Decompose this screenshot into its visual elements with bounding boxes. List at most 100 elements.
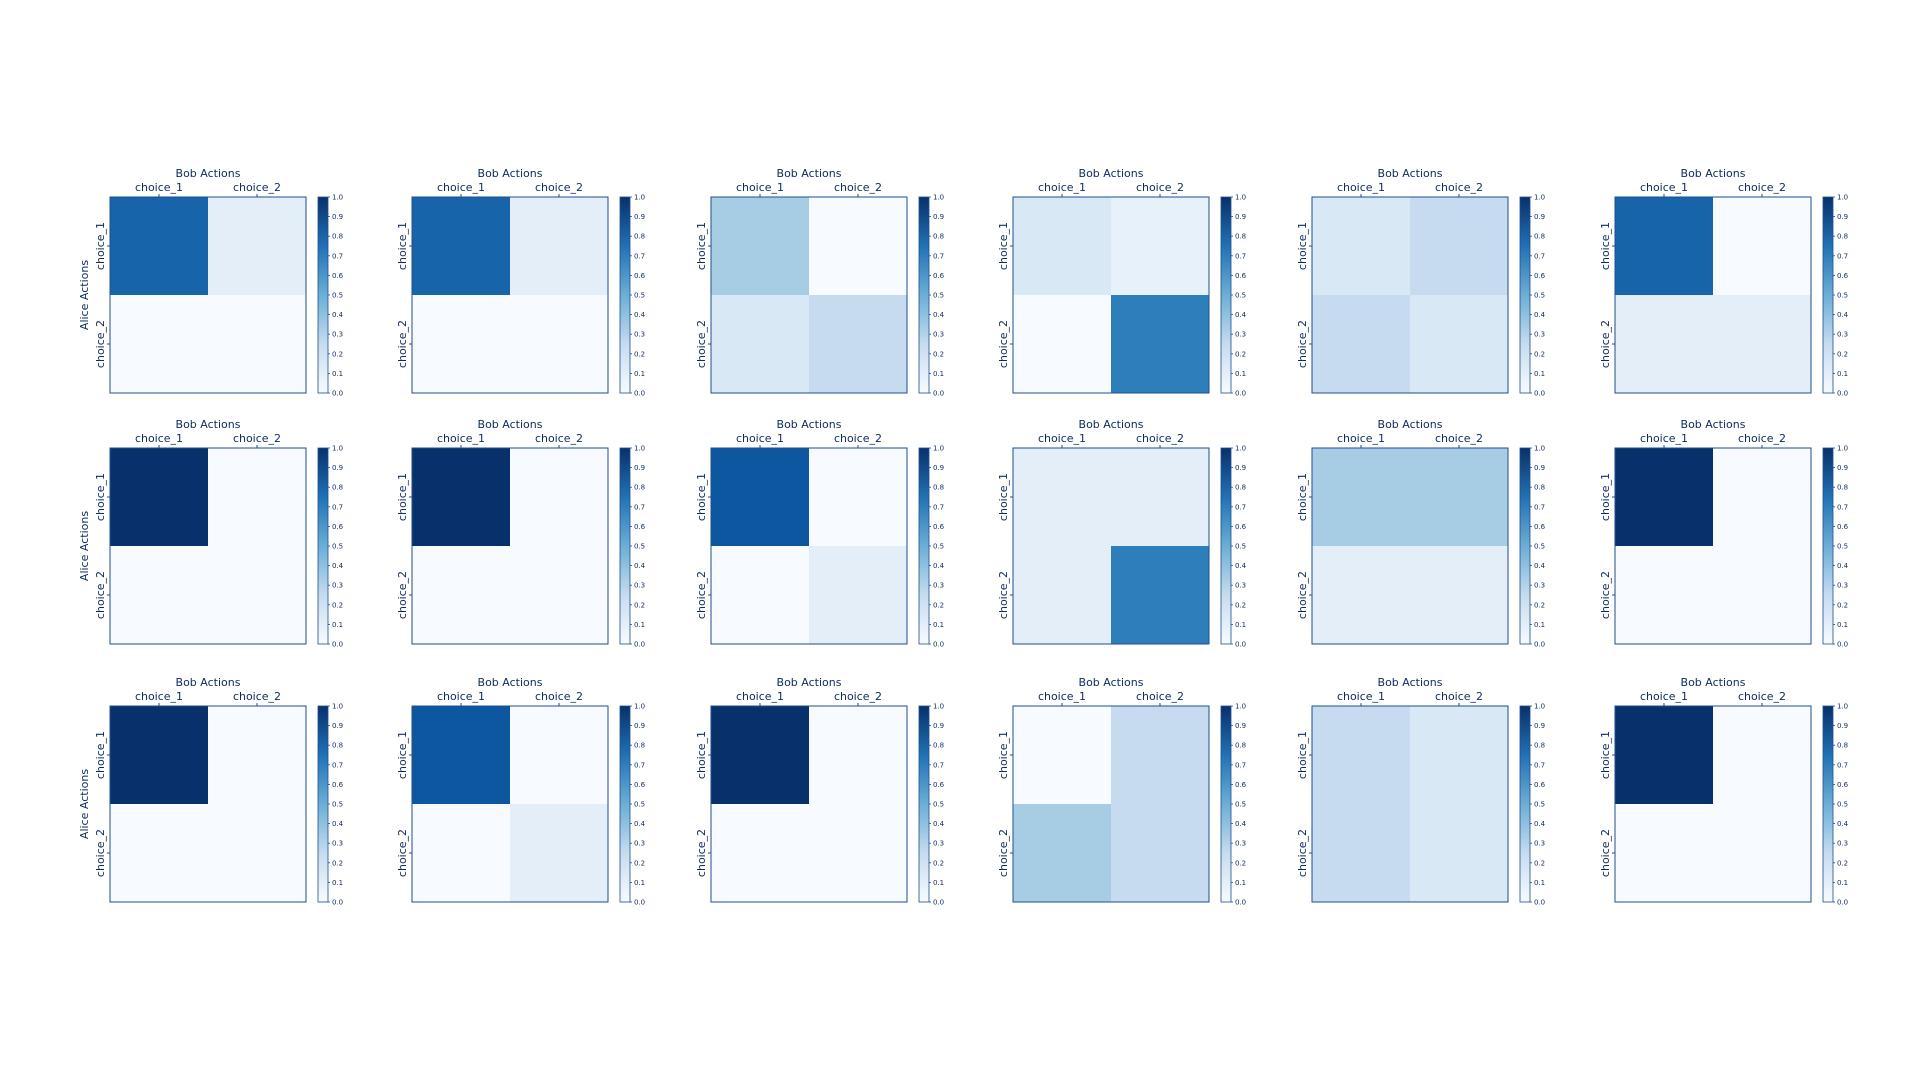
heatmap-cell-r1-c1: [1615, 706, 1713, 804]
colorbar-tick-label: 0.7: [634, 761, 645, 769]
colorbar-tick-label: 0.7: [1534, 761, 1545, 769]
y-tick-label: choice_1: [997, 473, 1010, 521]
heatmap-cell-r2-c2: [1111, 804, 1209, 902]
heatmap-frame: [1614, 196, 1812, 394]
colorbar-tick-label: 0.0: [1837, 899, 1848, 907]
colorbar-tick-label: 0.9: [1534, 464, 1545, 472]
colorbar-tick-label: 0.8: [933, 233, 944, 241]
heatmap-frame: [1311, 196, 1509, 394]
colorbar-tick-label: 1.0: [1235, 445, 1246, 453]
colorbar-tick-label: 0.2: [933, 350, 944, 358]
y-tick-label: choice_2: [1296, 320, 1309, 368]
heatmap-cell-r2-c1: [1013, 546, 1111, 644]
panel-title: Bob Actions: [777, 418, 842, 431]
colorbar: [1220, 447, 1232, 645]
colorbar-tick-label: 0.2: [933, 859, 944, 867]
heatmap-cell-r1-c2: [1410, 706, 1508, 804]
colorbar-tick-label: 0.6: [1235, 272, 1247, 280]
heatmap-frame: [1311, 447, 1509, 645]
y-tick-label: choice_1: [396, 473, 409, 521]
colorbar-tick-label: 0.6: [933, 272, 945, 280]
colorbar-tick-label: 1.0: [933, 445, 944, 453]
x-tick-label: choice_2: [1435, 690, 1483, 703]
colorbar-tick-label: 0.2: [1837, 601, 1848, 609]
x-tick-label: choice_1: [736, 690, 784, 703]
colorbar-tick-label: 0.9: [933, 464, 944, 472]
colorbar-tick-label: 0.8: [1837, 484, 1848, 492]
heatmap-cell-r1-c1: [1013, 197, 1111, 295]
colorbar-tick-label: 0.4: [933, 311, 945, 319]
y-tick-label: choice_1: [94, 222, 107, 270]
heatmap-cell-r2-c1: [412, 546, 510, 644]
heatmap-cell-r2-c2: [809, 804, 907, 902]
colorbar-tick-label: 0.1: [634, 879, 645, 887]
panel-title: Bob Actions: [1681, 418, 1746, 431]
colorbar-tick-label: 0.7: [1235, 503, 1246, 511]
heatmap-frame: [109, 196, 307, 394]
heatmap-cell-r1-c2: [809, 706, 907, 804]
heatmap-cell-r1-c1: [1312, 197, 1410, 295]
colorbar-tick-label: 0.3: [1534, 331, 1545, 339]
colorbar-tick-label: 0.8: [1837, 233, 1848, 241]
colorbar-tick-label: 0.1: [1534, 621, 1545, 629]
colorbar-tick-label: 0.3: [1837, 582, 1848, 590]
colorbar: [1220, 196, 1232, 394]
colorbar-tick-label: 0.0: [634, 641, 645, 649]
colorbar-tick-label: 0.9: [1235, 213, 1246, 221]
heatmap-cell-r2-c1: [412, 295, 510, 393]
colorbar-tick-label: 1.0: [332, 445, 343, 453]
colorbar-tick-label: 1.0: [332, 703, 343, 711]
colorbar-tick-label: 0.3: [634, 582, 645, 590]
y-tick-label: choice_1: [997, 731, 1010, 779]
x-tick-label: choice_2: [1136, 432, 1184, 445]
x-tick-label: choice_1: [1337, 181, 1385, 194]
y-tick-label: choice_2: [396, 571, 409, 619]
panel-title: Bob Actions: [777, 167, 842, 180]
heatmap-cell-r2-c2: [1410, 546, 1508, 644]
colorbar-tick-label: 0.8: [332, 484, 343, 492]
x-tick-label: choice_2: [535, 690, 583, 703]
panel-title: Bob Actions: [1079, 418, 1144, 431]
colorbar-tick-label: 0.1: [933, 370, 944, 378]
y-tick-label: choice_1: [1599, 473, 1612, 521]
colorbar-tick-label: 0.4: [634, 311, 646, 319]
colorbar-tick-label: 0.4: [1534, 562, 1546, 570]
colorbar-tick-label: 0.1: [332, 879, 343, 887]
heatmap-cell-r1-c2: [510, 197, 608, 295]
colorbar: [317, 705, 329, 903]
colorbar-tick-label: 0.0: [332, 641, 343, 649]
colorbar-tick-label: 0.5: [1534, 292, 1545, 300]
colorbar-tick-label: 0.0: [332, 390, 343, 398]
colorbar-tick-label: 1.0: [1837, 703, 1848, 711]
heatmap-cell-r2-c2: [208, 295, 306, 393]
x-tick-label: choice_1: [1038, 690, 1086, 703]
colorbar: [317, 447, 329, 645]
x-tick-label: choice_1: [1640, 690, 1688, 703]
colorbar-tick-label: 0.0: [1534, 899, 1545, 907]
y-tick-label: choice_2: [94, 320, 107, 368]
x-tick-label: choice_2: [233, 432, 281, 445]
x-tick-label: choice_2: [535, 181, 583, 194]
y-tick-label: choice_2: [997, 320, 1010, 368]
panel-title: Bob Actions: [478, 676, 543, 689]
y-tick-label: choice_2: [695, 320, 708, 368]
heatmap-frame: [1614, 705, 1812, 903]
colorbar-tick-label: 0.4: [634, 820, 646, 828]
colorbar-tick-label: 0.1: [332, 621, 343, 629]
y-tick-label: choice_2: [1599, 571, 1612, 619]
heatmap-cell-r1-c2: [1713, 448, 1811, 546]
panel-title: Bob Actions: [1079, 676, 1144, 689]
heatmap-cell-r2-c2: [809, 546, 907, 644]
colorbar-tick-label: 0.9: [634, 213, 645, 221]
colorbar: [1822, 196, 1834, 394]
colorbar-tick-label: 0.5: [1534, 543, 1545, 551]
heatmap-cell-r2-c2: [1713, 804, 1811, 902]
heatmap-cell-r2-c1: [110, 804, 208, 902]
colorbar-tick-label: 0.2: [1235, 350, 1246, 358]
colorbar: [619, 447, 631, 645]
y-tick-label: choice_1: [1599, 731, 1612, 779]
